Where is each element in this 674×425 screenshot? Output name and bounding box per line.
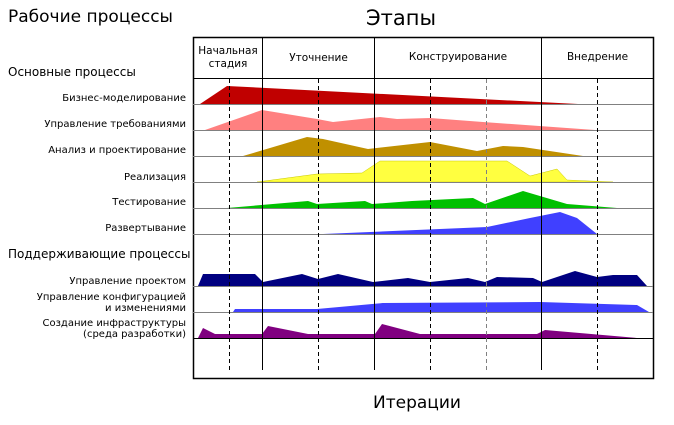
hump-implementation — [256, 160, 614, 183]
phase-dividers — [262, 37, 542, 370]
process-label: Создание инфраструктуры — [42, 318, 186, 329]
process-label: Управление конфигурацией — [36, 292, 186, 303]
hump-test — [227, 191, 617, 208]
workflows-title: Рабочие процессы — [8, 7, 173, 27]
phase-construction: Конструирование — [408, 51, 508, 63]
process-label: Бизнес-моделирование — [62, 93, 186, 104]
hump-environment — [198, 324, 637, 338]
process-label: Реализация — [124, 172, 186, 183]
process-label: Анализ и проектирование — [48, 145, 186, 156]
grid — [193, 78, 653, 339]
iterations-title: Итерации — [373, 393, 461, 413]
hump-deployment — [323, 212, 597, 234]
phase-transition: Внедрение — [566, 51, 629, 63]
hump-business-modeling — [200, 86, 578, 104]
hump-config-management — [233, 302, 649, 312]
process-label: Управление требованиями — [44, 119, 186, 130]
process-label: и изменениями — [105, 303, 186, 314]
hump-requirements — [205, 110, 595, 130]
phases-title: Этапы — [366, 6, 437, 30]
process-label: (среда разработки) — [83, 329, 186, 340]
hump-project-management — [198, 271, 647, 286]
process-label: Развертывание — [105, 223, 186, 234]
core-section-label: Основные процессы — [8, 65, 136, 79]
process-label: Управление проектом — [69, 276, 186, 287]
phase-elaboration: Уточнение — [289, 52, 348, 64]
humps — [198, 86, 649, 338]
phase-inception: Начальная стадия — [198, 45, 258, 70]
hump-analysis-design — [243, 137, 583, 156]
process-label: Тестирование — [112, 197, 186, 208]
support-section-label: Поддерживающие процессы — [8, 247, 191, 261]
